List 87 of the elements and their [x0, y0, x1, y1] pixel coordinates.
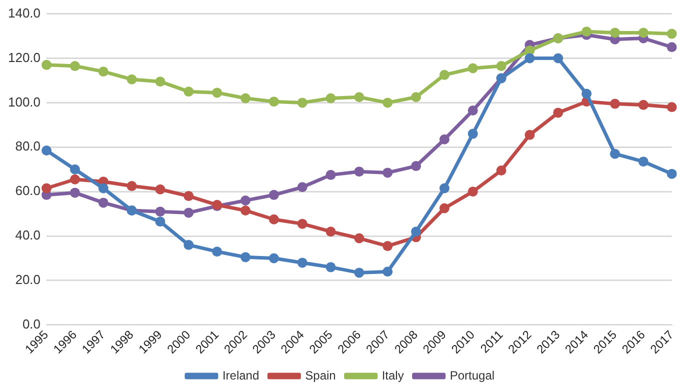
point [638, 100, 648, 110]
point [240, 252, 250, 262]
y-tick-label: 40.0 [15, 228, 41, 243]
point [439, 183, 450, 194]
point [98, 198, 108, 208]
point [42, 183, 52, 194]
y-tick-label: 80.0 [15, 138, 41, 154]
point [98, 66, 108, 77]
point [268, 190, 279, 200]
point [382, 98, 393, 108]
point [240, 195, 250, 206]
point [439, 134, 450, 144]
point [411, 92, 422, 102]
point [439, 203, 450, 214]
point [666, 28, 677, 39]
point [297, 218, 308, 229]
point [297, 258, 308, 268]
point [582, 88, 592, 99]
point [184, 86, 194, 97]
y-tick-label: 100.0 [8, 94, 41, 110]
point [496, 165, 506, 176]
point [126, 181, 137, 192]
point [354, 233, 364, 244]
y-tick-label: 20.0 [15, 272, 41, 288]
point [524, 130, 535, 140]
point [70, 164, 80, 174]
point [382, 168, 393, 178]
point [268, 253, 279, 264]
point [70, 188, 80, 198]
point [524, 53, 535, 64]
y-tick-label: 120.0 [8, 50, 41, 65]
point [638, 156, 648, 167]
point [582, 26, 592, 37]
point [439, 70, 450, 80]
point [468, 128, 478, 139]
point [155, 76, 166, 87]
point [240, 93, 250, 104]
y-tick-label: 140.0 [8, 5, 41, 20]
point [268, 96, 279, 107]
point [212, 88, 222, 98]
point [212, 246, 222, 257]
legend-label: Portugal [450, 368, 495, 382]
point [496, 61, 506, 72]
legend-label: Ireland [222, 368, 260, 382]
point [382, 266, 393, 277]
point [70, 61, 80, 72]
point [326, 93, 336, 104]
point [42, 145, 52, 156]
point [326, 170, 336, 180]
point [411, 226, 422, 237]
point [126, 74, 137, 84]
point [155, 184, 166, 194]
point [184, 240, 194, 250]
point [184, 191, 194, 202]
point [240, 205, 250, 216]
point [354, 166, 364, 177]
point [610, 148, 620, 159]
point [70, 174, 80, 184]
point [155, 216, 166, 227]
point [468, 105, 478, 116]
legend-label: Spain [305, 368, 336, 382]
point [184, 208, 194, 218]
point [42, 60, 52, 70]
point [610, 98, 620, 109]
point [468, 186, 478, 197]
point [666, 168, 677, 179]
point [638, 28, 648, 38]
y-tick-label: 0.0 [22, 316, 41, 332]
point [268, 214, 279, 224]
point [98, 183, 108, 194]
point [553, 53, 564, 64]
point [326, 262, 336, 272]
point [666, 42, 677, 52]
y-tick-label: 60.0 [15, 183, 41, 198]
point [610, 28, 620, 38]
point [297, 182, 308, 192]
point [297, 98, 308, 108]
legend-label: Italy [382, 368, 404, 382]
point [666, 102, 677, 112]
point [354, 92, 364, 102]
point [468, 63, 478, 74]
point [326, 226, 336, 237]
point [155, 206, 166, 217]
point [553, 108, 564, 118]
point [382, 241, 393, 252]
point [411, 161, 422, 172]
point [354, 268, 364, 278]
